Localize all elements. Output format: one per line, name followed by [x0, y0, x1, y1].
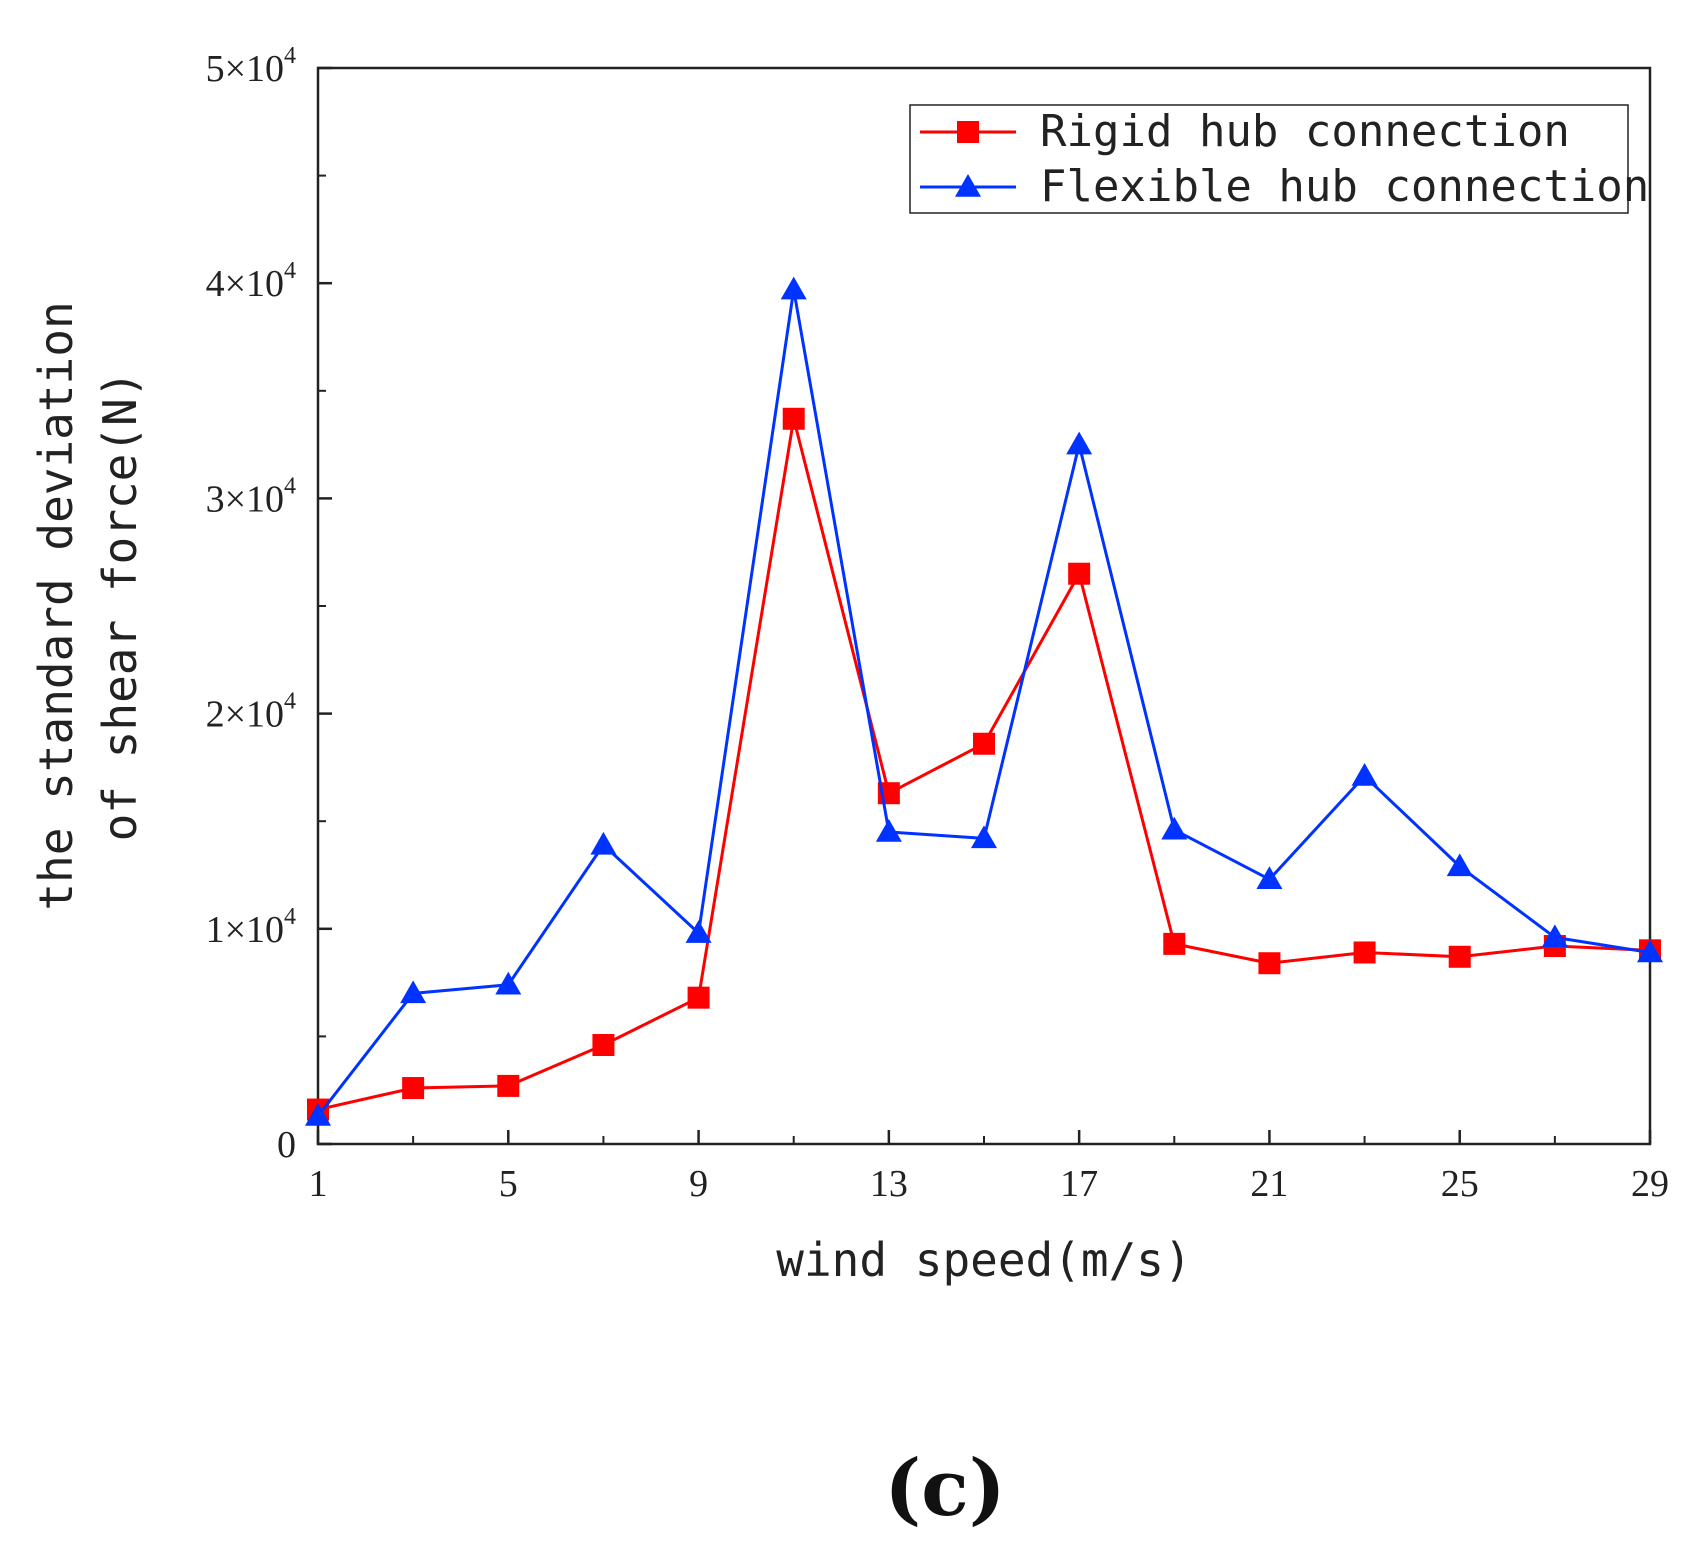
data-point	[1066, 431, 1093, 455]
x-tick-label: 5	[499, 1163, 518, 1205]
legend-marker	[957, 121, 979, 143]
x-tick-label: 17	[1060, 1163, 1098, 1205]
data-point	[495, 971, 522, 995]
x-axis-title: wind speed(m/s)	[776, 1233, 1191, 1287]
x-axis: 1 5 9 13 17 21 25 29	[309, 1130, 1669, 1205]
series-layer	[305, 276, 1663, 1126]
y-tick-label: 5×104	[206, 43, 296, 90]
data-point	[780, 276, 807, 300]
data-point	[1068, 562, 1091, 585]
data-point	[875, 818, 902, 842]
x-tick-label: 25	[1441, 1163, 1479, 1205]
series-line	[317, 417, 1651, 1112]
data-point	[687, 986, 710, 1009]
x-tick-label: 13	[870, 1163, 908, 1205]
x-tick-label: 29	[1631, 1163, 1669, 1205]
y-tick-label: 4×104	[206, 258, 296, 305]
data-point	[1163, 932, 1186, 955]
y-tick-label: 2×104	[206, 689, 296, 736]
data-point	[497, 1074, 520, 1097]
data-point	[1161, 816, 1188, 840]
y-tick-label: 0	[277, 1124, 296, 1166]
data-point	[590, 831, 617, 855]
data-point	[1256, 866, 1283, 890]
data-point	[782, 407, 805, 430]
legend-marker	[955, 174, 981, 197]
data-point	[402, 1077, 425, 1100]
data-point	[1446, 853, 1473, 877]
legend-label: Rigid hub connection	[1040, 106, 1570, 157]
y-tick-label: 1×104	[206, 904, 296, 951]
data-point	[1351, 763, 1378, 786]
legend-box	[909, 104, 1629, 214]
data-point	[973, 732, 995, 755]
data-point	[305, 1103, 331, 1126]
series-rigid	[307, 407, 1661, 1121]
data-point	[1541, 924, 1568, 948]
y-axis: 0 1×104 2×104 3×104 4×104 5×104	[206, 43, 332, 1166]
x-tick-label: 1	[309, 1163, 328, 1205]
data-point	[400, 980, 427, 1004]
legend-label: Flexible hub connection	[1040, 161, 1649, 212]
data-point	[685, 920, 712, 943]
plot-area	[316, 66, 1652, 1146]
data-point	[1448, 945, 1471, 968]
data-point	[1637, 939, 1663, 963]
y-axis-title-line2: of shear force(N)	[93, 371, 147, 842]
x-tick-label: 9	[689, 1163, 708, 1205]
y-tick-label: 3×104	[206, 473, 296, 520]
data-point	[1353, 941, 1376, 964]
x-tick-label: 21	[1250, 1163, 1288, 1205]
y-axis-title-line1: the standard deviation	[29, 301, 83, 910]
data-point	[971, 825, 997, 849]
plot-frame	[316, 66, 1652, 1146]
series-flexible	[305, 276, 1663, 1126]
data-point	[1258, 952, 1281, 975]
data-point	[592, 1034, 615, 1057]
panel-label: (c)	[884, 1443, 1005, 1534]
